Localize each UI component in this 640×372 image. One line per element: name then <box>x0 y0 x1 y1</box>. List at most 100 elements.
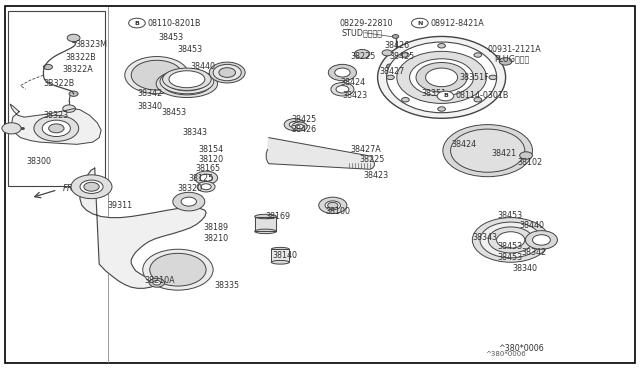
Circle shape <box>296 124 303 129</box>
Circle shape <box>67 34 80 42</box>
Text: FRONT: FRONT <box>63 185 92 193</box>
Circle shape <box>474 53 482 57</box>
Circle shape <box>438 107 445 111</box>
Text: 38426: 38426 <box>291 125 316 134</box>
Bar <box>8 11 105 186</box>
Text: 38423: 38423 <box>342 92 367 100</box>
Circle shape <box>335 68 350 77</box>
Circle shape <box>410 59 474 96</box>
Circle shape <box>219 68 236 77</box>
Ellipse shape <box>160 69 214 94</box>
Text: 38322B: 38322B <box>66 53 97 62</box>
Circle shape <box>520 152 532 159</box>
Circle shape <box>34 115 79 141</box>
Circle shape <box>387 75 394 80</box>
Text: N: N <box>417 20 422 26</box>
Circle shape <box>416 62 467 92</box>
Circle shape <box>489 75 497 80</box>
Polygon shape <box>80 168 206 288</box>
Text: 38169: 38169 <box>266 212 291 221</box>
Ellipse shape <box>169 71 205 88</box>
Circle shape <box>328 202 338 208</box>
Text: 38351: 38351 <box>421 89 446 98</box>
Text: 38424: 38424 <box>451 140 476 149</box>
Text: 3B322B: 3B322B <box>44 79 75 88</box>
Ellipse shape <box>255 214 276 219</box>
Text: 38210: 38210 <box>204 234 228 243</box>
Text: PLUGプラグ: PLUGプラグ <box>494 54 529 63</box>
Text: 38453: 38453 <box>178 45 203 54</box>
Text: 38424: 38424 <box>340 78 365 87</box>
Circle shape <box>465 138 510 164</box>
Text: 38322A: 38322A <box>63 65 93 74</box>
Circle shape <box>209 62 245 83</box>
Circle shape <box>325 201 340 210</box>
Circle shape <box>355 49 370 58</box>
Circle shape <box>80 180 103 193</box>
Text: 08114-0301B: 08114-0301B <box>456 92 509 100</box>
Ellipse shape <box>255 229 276 234</box>
Text: 38453: 38453 <box>498 242 523 251</box>
Circle shape <box>525 231 557 249</box>
Circle shape <box>451 129 525 172</box>
Text: 38210A: 38210A <box>144 276 175 285</box>
Text: 38300: 38300 <box>27 157 52 166</box>
Circle shape <box>437 91 454 101</box>
Circle shape <box>149 278 164 287</box>
Circle shape <box>401 97 409 102</box>
Circle shape <box>412 18 428 28</box>
Circle shape <box>143 249 213 290</box>
Text: 08229-22810: 08229-22810 <box>339 19 393 28</box>
Polygon shape <box>10 104 101 144</box>
Circle shape <box>213 64 241 81</box>
Circle shape <box>336 86 349 93</box>
Text: 08110-8201B: 08110-8201B <box>147 19 201 28</box>
Text: 38323M: 38323M <box>76 40 108 49</box>
Text: 38427: 38427 <box>380 67 404 76</box>
Ellipse shape <box>271 247 289 251</box>
Circle shape <box>438 44 445 48</box>
Circle shape <box>49 124 64 133</box>
Ellipse shape <box>156 70 218 97</box>
Circle shape <box>200 174 212 182</box>
Circle shape <box>289 122 300 128</box>
Circle shape <box>443 125 532 177</box>
Circle shape <box>2 123 21 134</box>
Text: 38225: 38225 <box>360 155 385 164</box>
Circle shape <box>71 175 112 199</box>
Text: 38343: 38343 <box>182 128 207 137</box>
Text: 38120: 38120 <box>198 155 223 164</box>
Circle shape <box>532 235 550 245</box>
Circle shape <box>319 197 347 214</box>
Circle shape <box>284 119 305 131</box>
Circle shape <box>173 192 205 211</box>
Text: STUDスタッド: STUDスタッド <box>342 28 383 37</box>
Ellipse shape <box>166 72 207 91</box>
Text: 38453: 38453 <box>158 33 183 42</box>
Text: 38323: 38323 <box>44 111 68 120</box>
Text: 38140: 38140 <box>272 251 297 260</box>
Text: 39311: 39311 <box>108 201 132 210</box>
Text: 38340: 38340 <box>512 264 537 273</box>
Circle shape <box>480 222 541 258</box>
Text: 38340: 38340 <box>138 102 163 110</box>
Circle shape <box>129 18 145 28</box>
Circle shape <box>197 182 215 192</box>
Text: 38440: 38440 <box>191 62 216 71</box>
Text: B: B <box>443 93 448 99</box>
Text: 00931-2121A: 00931-2121A <box>488 45 541 54</box>
Text: ^380*0006: ^380*0006 <box>485 351 526 357</box>
Circle shape <box>426 68 458 87</box>
Text: 38351F: 38351F <box>460 73 489 82</box>
Polygon shape <box>266 138 374 169</box>
Circle shape <box>162 260 194 279</box>
Text: 38425: 38425 <box>389 52 414 61</box>
Ellipse shape <box>378 36 506 118</box>
Circle shape <box>63 105 76 112</box>
Circle shape <box>382 50 392 56</box>
Ellipse shape <box>271 260 289 264</box>
Text: 38421: 38421 <box>492 149 516 158</box>
Circle shape <box>328 64 356 81</box>
Text: 38102: 38102 <box>517 158 542 167</box>
Text: ^380*0006: ^380*0006 <box>498 344 543 353</box>
